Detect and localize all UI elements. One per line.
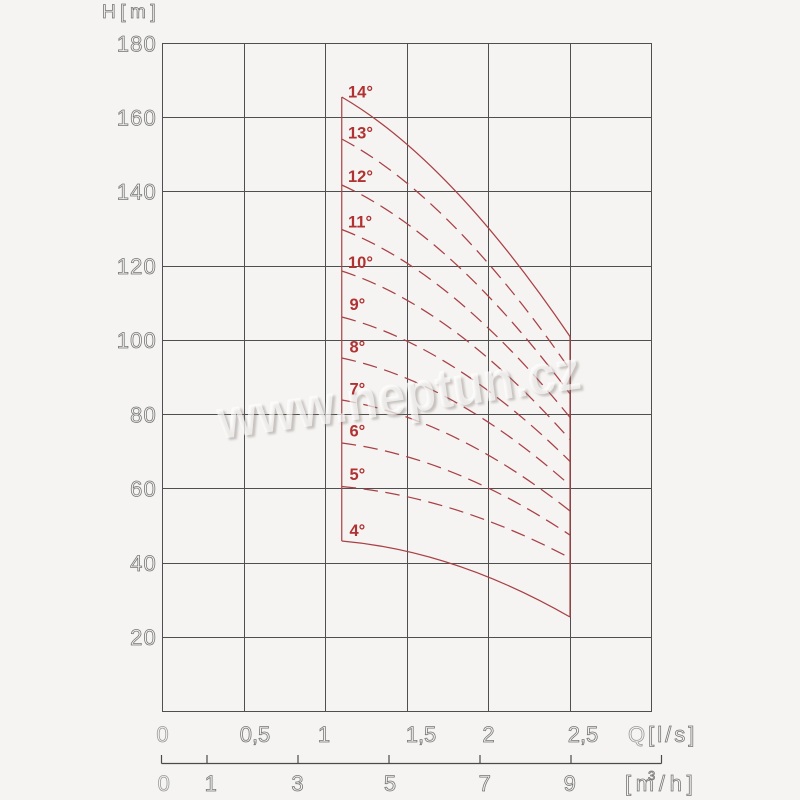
svg-text:0: 0 bbox=[156, 722, 168, 747]
svg-text:2,5: 2,5 bbox=[568, 722, 599, 747]
svg-text:100: 100 bbox=[117, 328, 157, 353]
svg-text:140: 140 bbox=[117, 180, 157, 205]
svg-text:180: 180 bbox=[117, 31, 157, 56]
svg-text:5°: 5° bbox=[350, 466, 366, 484]
svg-text:120: 120 bbox=[117, 254, 157, 279]
svg-text:9: 9 bbox=[564, 771, 576, 796]
svg-text:1: 1 bbox=[205, 771, 217, 796]
svg-text:0: 0 bbox=[158, 771, 170, 796]
svg-text:[m/h]: [m/h] bbox=[625, 771, 697, 796]
svg-text:11°: 11° bbox=[348, 214, 372, 232]
svg-text:14°: 14° bbox=[348, 84, 373, 102]
svg-text:60: 60 bbox=[130, 477, 157, 502]
svg-text:3: 3 bbox=[291, 771, 303, 796]
svg-text:13°: 13° bbox=[348, 125, 373, 143]
svg-text:7: 7 bbox=[479, 771, 491, 796]
svg-text:www.neptun.cz: www.neptun.cz bbox=[212, 338, 584, 451]
svg-text:0,5: 0,5 bbox=[240, 722, 271, 747]
svg-text:20: 20 bbox=[130, 625, 157, 650]
svg-text:160: 160 bbox=[117, 106, 157, 131]
svg-text:80: 80 bbox=[130, 402, 157, 427]
svg-text:7°: 7° bbox=[350, 381, 366, 399]
svg-text:8°: 8° bbox=[350, 339, 366, 357]
svg-text:2: 2 bbox=[482, 722, 494, 747]
svg-text:Q[l/s]: Q[l/s] bbox=[628, 722, 697, 747]
svg-text:40: 40 bbox=[130, 551, 157, 576]
svg-text:4°: 4° bbox=[350, 522, 366, 540]
svg-text:9°: 9° bbox=[350, 296, 366, 314]
svg-text:1: 1 bbox=[318, 722, 330, 747]
svg-text:3: 3 bbox=[648, 768, 655, 783]
svg-text:5: 5 bbox=[384, 771, 396, 796]
svg-text:1,5: 1,5 bbox=[406, 722, 437, 747]
svg-text:6°: 6° bbox=[350, 423, 366, 441]
svg-text:H[m]: H[m] bbox=[102, 2, 160, 23]
svg-text:12°: 12° bbox=[348, 168, 373, 186]
svg-text:10°: 10° bbox=[348, 254, 373, 272]
